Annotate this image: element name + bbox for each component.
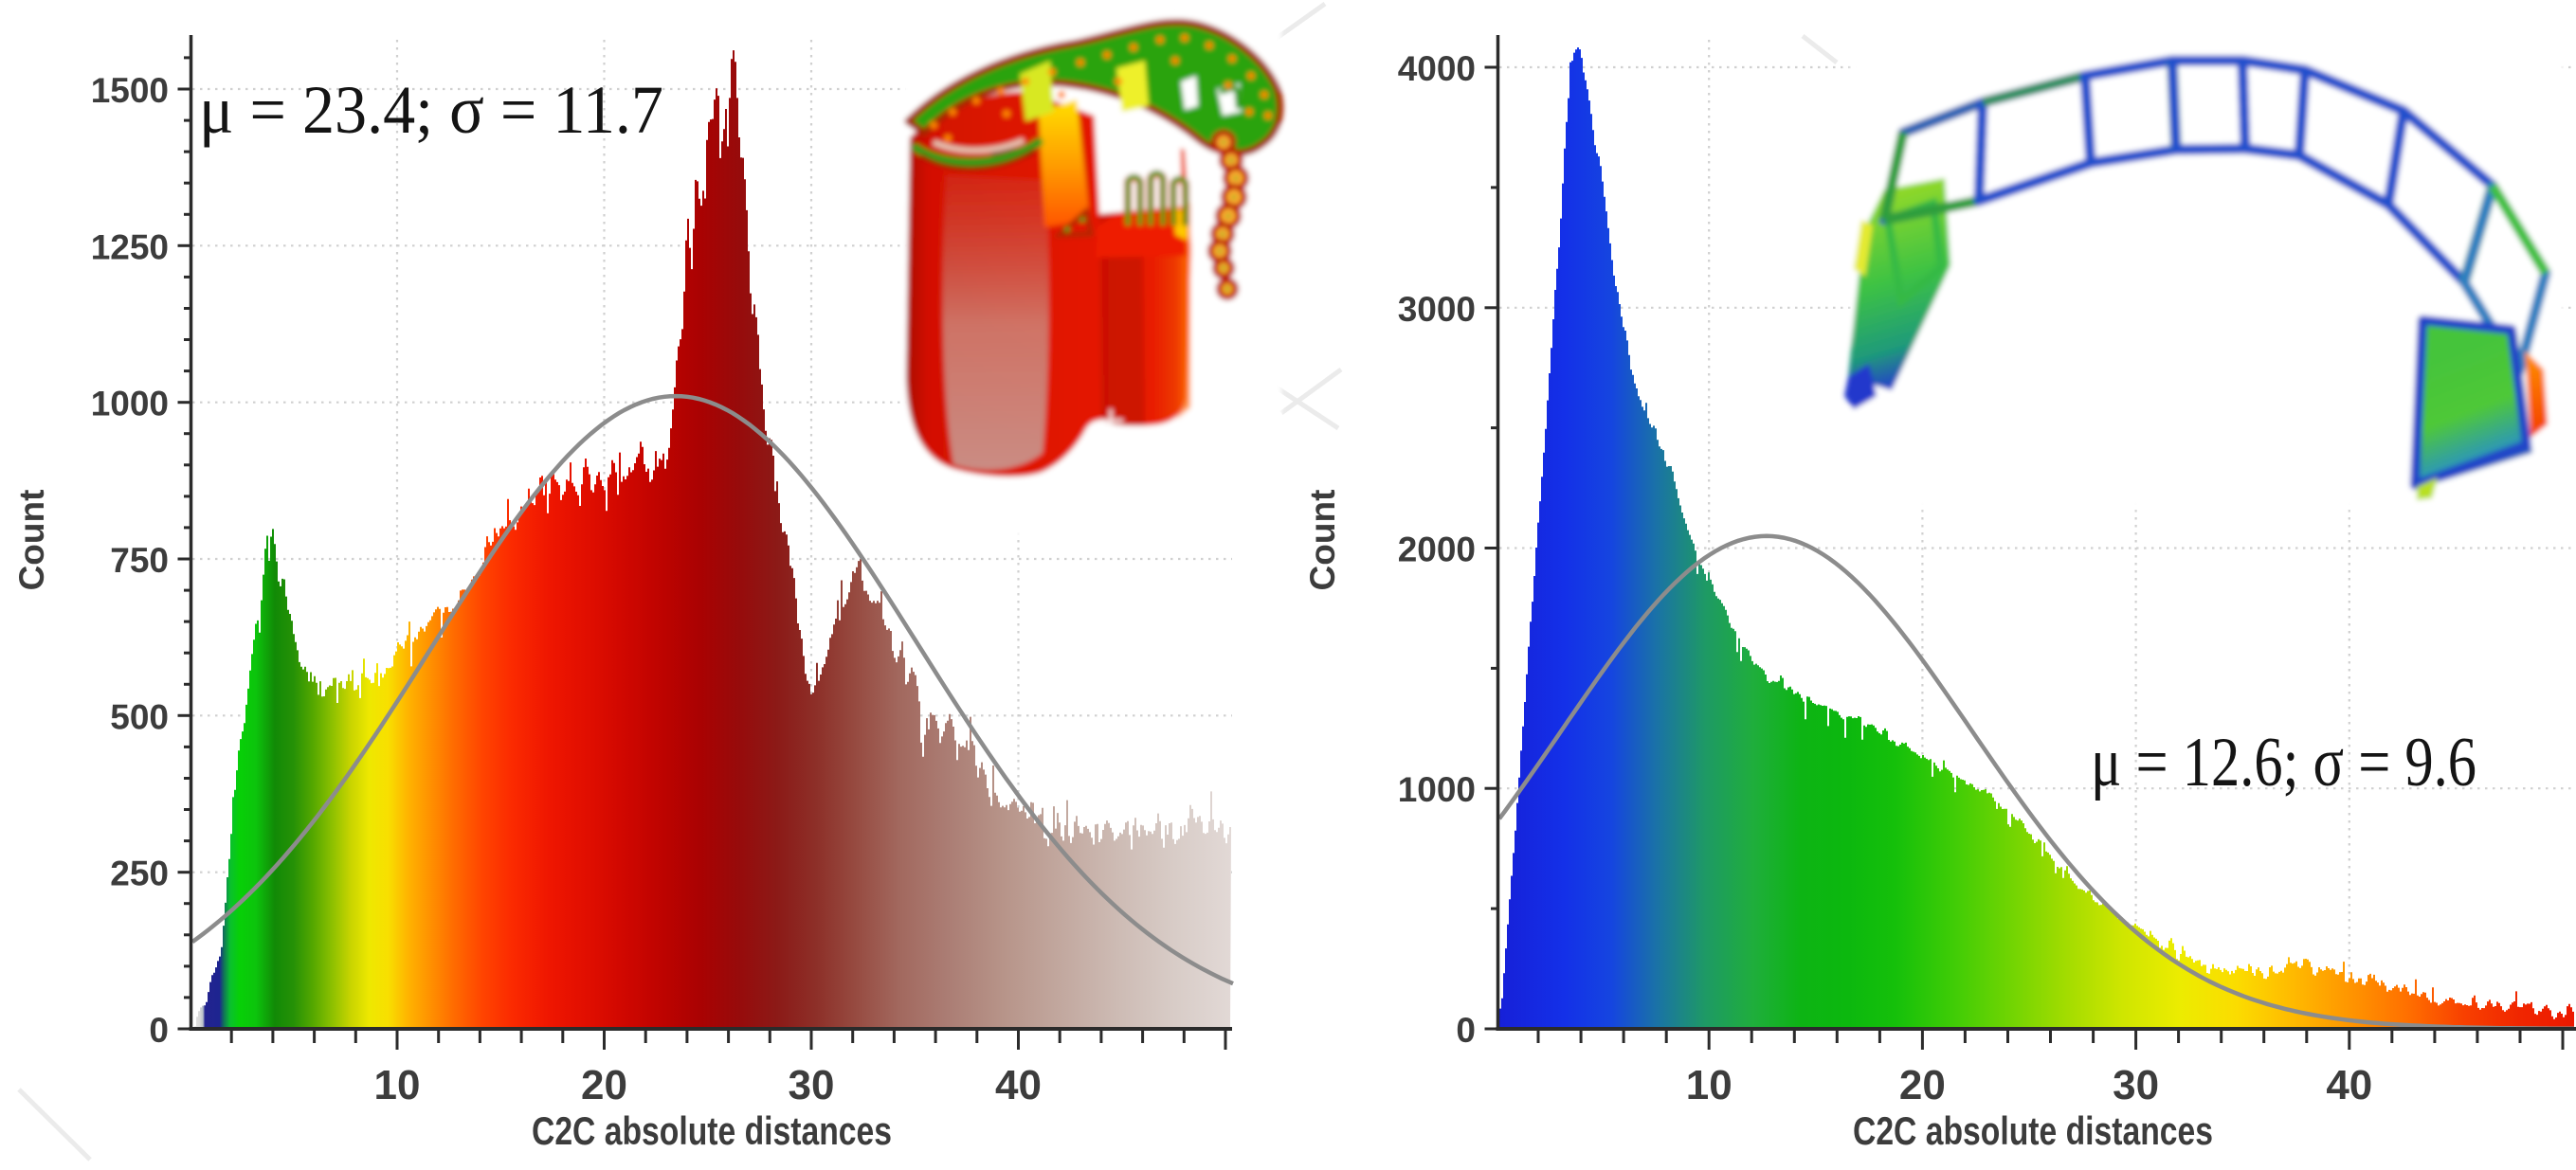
svg-text:1250: 1250 bbox=[91, 227, 169, 266]
svg-text:40: 40 bbox=[2326, 1062, 2372, 1108]
svg-text:μ = 12.6; σ = 9.6: μ = 12.6; σ = 9.6 bbox=[2091, 724, 2476, 801]
svg-text:1500: 1500 bbox=[91, 71, 169, 110]
svg-text:Count: Count bbox=[12, 490, 51, 591]
svg-text:40: 40 bbox=[995, 1062, 1042, 1108]
svg-text:μ = 23.4; σ = 11.7: μ = 23.4; σ = 11.7 bbox=[199, 72, 663, 148]
svg-text:250: 250 bbox=[110, 855, 169, 893]
svg-text:2000: 2000 bbox=[1398, 531, 1476, 569]
svg-text:30: 30 bbox=[2113, 1062, 2159, 1108]
svg-text:0: 0 bbox=[149, 1011, 169, 1050]
svg-text:500: 500 bbox=[110, 697, 169, 736]
svg-text:750: 750 bbox=[110, 541, 169, 580]
svg-text:20: 20 bbox=[581, 1062, 627, 1108]
svg-text:10: 10 bbox=[374, 1062, 421, 1108]
svg-text:3000: 3000 bbox=[1398, 290, 1476, 329]
svg-text:C2C absolute distances: C2C absolute distances bbox=[1853, 1108, 2213, 1153]
svg-text:30: 30 bbox=[789, 1062, 835, 1108]
svg-text:4000: 4000 bbox=[1398, 49, 1476, 88]
svg-text:C2C absolute distances: C2C absolute distances bbox=[532, 1108, 892, 1153]
svg-text:1000: 1000 bbox=[1398, 770, 1476, 809]
svg-text:20: 20 bbox=[1899, 1062, 1946, 1108]
svg-text:10: 10 bbox=[1686, 1062, 1732, 1108]
svg-text:1000: 1000 bbox=[91, 385, 169, 423]
svg-text:Count: Count bbox=[1303, 490, 1342, 591]
svg-text:0: 0 bbox=[1456, 1011, 1476, 1050]
